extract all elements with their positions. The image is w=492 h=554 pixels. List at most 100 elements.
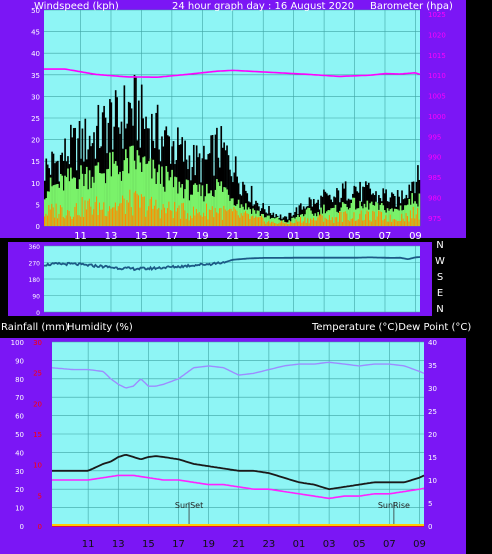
wind-low-bar (221, 219, 223, 226)
wind-low-bar (192, 206, 194, 226)
wind-gust-bar (321, 196, 324, 226)
wind-low-bar (386, 221, 388, 226)
wind-average-bar (292, 217, 295, 226)
wind-low-bar (395, 219, 397, 226)
wind-low-bar (262, 217, 264, 226)
temperature-y-tick: 25 (428, 408, 437, 416)
wind-average-bar (210, 190, 212, 226)
wind-low-bar (109, 206, 111, 226)
wind-low-bar (62, 216, 64, 226)
temp-x-tick: 11 (82, 539, 95, 550)
wind-low-bar (161, 209, 163, 226)
wind-average-bar (275, 217, 278, 226)
wind-low-bar (84, 200, 86, 226)
wind-gust-bar (284, 216, 286, 226)
barometer-line (44, 68, 421, 78)
wind-low-bar (177, 208, 179, 226)
wind-low-bar (388, 221, 390, 226)
wind-low-bar (159, 218, 161, 226)
wind-gust-bar (90, 146, 92, 226)
compass-label: W (435, 256, 445, 267)
wind-average-bar (353, 197, 356, 226)
wind-low-bar (365, 214, 367, 226)
wind-gust-bar (203, 145, 205, 226)
wind-low-bar (252, 215, 254, 226)
wind-gust-bar (140, 84, 143, 226)
wind-average-bar (172, 187, 175, 226)
wind-low-bar (339, 211, 341, 226)
wind-low-bar (55, 203, 57, 226)
wind-low-bar (143, 196, 145, 226)
wind-low-bar (417, 208, 419, 226)
wind-low-bar (349, 221, 351, 226)
wind-low-bar (360, 210, 362, 226)
wind-low-bar (285, 222, 287, 226)
wind-low-bar (103, 202, 105, 226)
wind-y-tick: 45 (31, 29, 40, 37)
wind-gust-bar (207, 154, 210, 226)
wind-average-bar (314, 213, 317, 226)
wind-low-bar (191, 218, 193, 226)
wind-low-bar (314, 220, 316, 226)
wind-x-tick: 09 (409, 231, 422, 242)
wind-average-bar (185, 179, 188, 226)
wind-gust-bar (383, 193, 386, 226)
wind-low-bar (286, 224, 288, 226)
wind-low-bar (258, 217, 260, 226)
wind-average-bar (363, 203, 366, 226)
wind-low-bar (253, 217, 255, 226)
temperature-y-tick: 30 (428, 385, 437, 393)
wind-average-bar (194, 183, 197, 226)
wind-low-bar (111, 207, 113, 226)
wind-low-bar (119, 203, 121, 226)
wind-low-bar (208, 209, 210, 226)
wind-low-bar (278, 223, 280, 226)
wind-average-bar (68, 181, 71, 226)
compass-label: S (437, 272, 443, 283)
wind-low-bar (77, 215, 79, 226)
humidity-y-tick: 30 (15, 468, 24, 476)
wind-low-bar (292, 223, 294, 226)
wind-gust-bar (214, 134, 217, 226)
wind-average-bar (187, 180, 189, 226)
wind-low-bar (392, 219, 394, 226)
wind-low-bar (302, 221, 304, 226)
humidity-y-tick: 80 (15, 376, 24, 384)
wind-average-bar (200, 196, 202, 226)
temp-x-tick: 07 (383, 539, 396, 550)
wind-average-bar (266, 215, 269, 226)
wind-low-bar (113, 207, 115, 226)
wind-gust-bar (396, 190, 399, 226)
wind-low-bar (174, 201, 176, 226)
wind-gust-bar (101, 112, 104, 226)
wind-low-bar (106, 216, 108, 226)
wind-low-bar (234, 209, 236, 226)
wind-gust-bar (188, 155, 191, 226)
wind-low-bar (217, 213, 219, 226)
wind-low-bar (58, 213, 60, 226)
baro-y-tick: 1000 (428, 113, 446, 121)
wind-low-bar (152, 208, 154, 226)
wind-average-bar (198, 184, 201, 226)
wind-average-bar (349, 207, 351, 226)
wind-average-bar (190, 194, 192, 226)
wind-low-bar (268, 220, 270, 226)
wind-average-bar (88, 170, 91, 226)
wind-y-tick: 5 (36, 201, 40, 209)
wind-low-bar (362, 220, 364, 226)
wind-low-bar (124, 213, 126, 226)
wind-gust-bar (151, 113, 153, 226)
wind-low-bar (375, 219, 377, 226)
wind-low-bar (203, 212, 205, 226)
temp-x-tick: 03 (323, 539, 336, 550)
dewpoint-line (52, 474, 425, 500)
wind-low-bar (308, 223, 310, 226)
barometer-series (44, 68, 421, 78)
wind-series (44, 74, 421, 227)
wind-low-bar (382, 220, 384, 226)
wind-average-bar (395, 208, 398, 226)
wind-average-bar (110, 176, 113, 226)
wind-x-tick: 19 (196, 231, 209, 242)
wind-low-bar (182, 202, 184, 226)
wind-average-bar (44, 199, 46, 226)
